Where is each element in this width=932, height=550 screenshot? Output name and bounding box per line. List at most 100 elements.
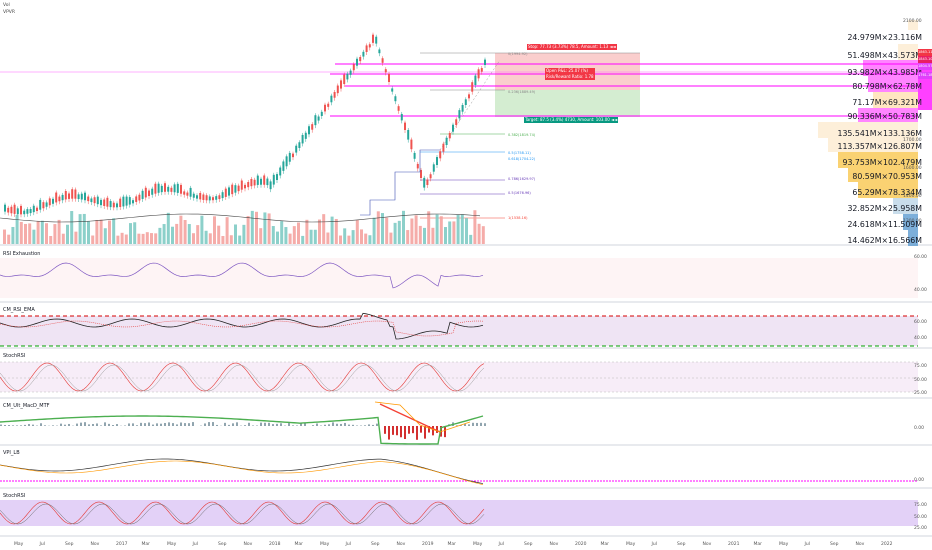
candle-body [96, 196, 99, 205]
volume-bar [259, 228, 263, 244]
time-axis-label: May [779, 542, 789, 547]
macd-histogram-bar [192, 422, 194, 426]
candle-body [58, 196, 61, 202]
candle-body [327, 103, 330, 107]
position-pnl-tag[interactable]: Open P&L: 25.07 (%) Risk/Reward Ratio: 1… [545, 68, 595, 80]
macd-histogram-bar [224, 422, 226, 426]
macd-histogram-bar [468, 424, 470, 426]
volume-profile-bar [818, 122, 918, 138]
candle-body [272, 174, 275, 185]
macd-histogram-bar [476, 422, 478, 426]
time-axis-label: Mar [753, 542, 763, 547]
volume-bar [15, 214, 19, 244]
volume-bar [187, 224, 191, 244]
volume-bar [431, 227, 435, 244]
volume-bar [246, 216, 250, 244]
macd-histogram-bar [460, 425, 462, 426]
vp-row-label: 135.541M×133.136M [837, 129, 922, 138]
macd-histogram-bar [364, 425, 366, 426]
candle-body [106, 197, 109, 207]
candle-body [45, 202, 48, 207]
volume-bar [297, 222, 300, 244]
volume-bar [263, 212, 267, 244]
volume-bar [288, 233, 292, 244]
time-axis-label: May [14, 542, 24, 547]
volume-bar [229, 235, 233, 244]
candle-body [407, 129, 410, 140]
time-axis-label: Nov [549, 542, 559, 547]
vp-row-label: 93.982M×43.985M [847, 68, 922, 77]
candle-body [352, 64, 355, 71]
time-axis-label: May [167, 542, 177, 547]
stop-loss-tag[interactable]: Stop: 77.73 (3.73%) 78.5, Amount: 1.13 ◄… [527, 44, 617, 50]
macd-histogram-bar [128, 423, 130, 426]
stoch2-axis-label: 50.00 [914, 515, 927, 520]
candle-body [208, 196, 211, 201]
macd-histogram-bar [388, 426, 390, 440]
volume-bar [150, 233, 153, 244]
candle-body [64, 191, 67, 200]
price-label: 1700.00 [903, 138, 922, 143]
candle-body [192, 193, 195, 198]
candle-body [394, 96, 397, 102]
candle-body [90, 198, 93, 203]
volume-bar [49, 235, 53, 244]
time-axis-label: May [473, 542, 483, 547]
candle-body [26, 209, 29, 214]
candle-body [384, 69, 387, 73]
volume-bar [284, 227, 288, 244]
volume-bar [343, 228, 347, 244]
candle-body [416, 163, 419, 169]
candle-body [324, 104, 326, 112]
time-axis-label: Sep [524, 542, 533, 547]
macd-histogram-bar [336, 423, 338, 426]
candle-body [157, 183, 160, 193]
rsi-band [0, 258, 918, 298]
time-axis-label: May [320, 542, 330, 547]
macd-histogram-bar [392, 426, 394, 435]
volume-bar [351, 230, 355, 244]
volume-bar [91, 235, 95, 244]
macd-histogram-bar [456, 425, 458, 426]
volume-bar [141, 233, 145, 244]
volume-bar [360, 229, 363, 244]
pane-title-vpi: VPI_LB [3, 450, 20, 456]
candle-body [4, 204, 6, 212]
symbol-label: Vol [3, 3, 10, 8]
macd-histogram-bar [12, 425, 14, 426]
vp-row-label: 24.979M×23.116M [847, 33, 922, 42]
volume-bar [129, 223, 132, 244]
macd-histogram-bar [352, 424, 354, 426]
candle-body [122, 196, 125, 207]
candle-body [100, 199, 102, 206]
macd-histogram-bar [328, 424, 330, 426]
stoch-band [0, 362, 918, 392]
candle-body [13, 204, 16, 214]
macd-histogram-bar [104, 422, 106, 426]
volume-bar [372, 217, 376, 244]
time-axis-label: 2017 [116, 542, 128, 547]
vpi-signal-line [0, 460, 484, 485]
volume-bar [7, 234, 11, 244]
candle-body [164, 183, 166, 192]
volume-bar [250, 210, 254, 244]
candle-body [87, 196, 90, 202]
take-profit-tag[interactable]: Target: 87.5 (3.4%) 4730, Amount: 103.00… [524, 117, 619, 123]
volume-bar [406, 230, 410, 244]
volume-bar [208, 233, 212, 244]
candle-body [170, 187, 173, 192]
time-axis-label: Nov [90, 542, 100, 547]
volume-bar [19, 221, 23, 244]
candle-body [196, 195, 198, 199]
candle-body [340, 80, 342, 89]
macd-histogram-bar [332, 422, 334, 426]
candle-body [356, 58, 358, 66]
candle-body [480, 68, 483, 72]
macd-histogram-bar [304, 423, 306, 426]
volume-bar [108, 220, 111, 244]
vp-row-label: 80.798M×62.78M [852, 82, 922, 91]
macd-histogram-bar [480, 422, 482, 426]
macd-histogram-bar [376, 423, 378, 426]
candle-body [445, 137, 448, 145]
